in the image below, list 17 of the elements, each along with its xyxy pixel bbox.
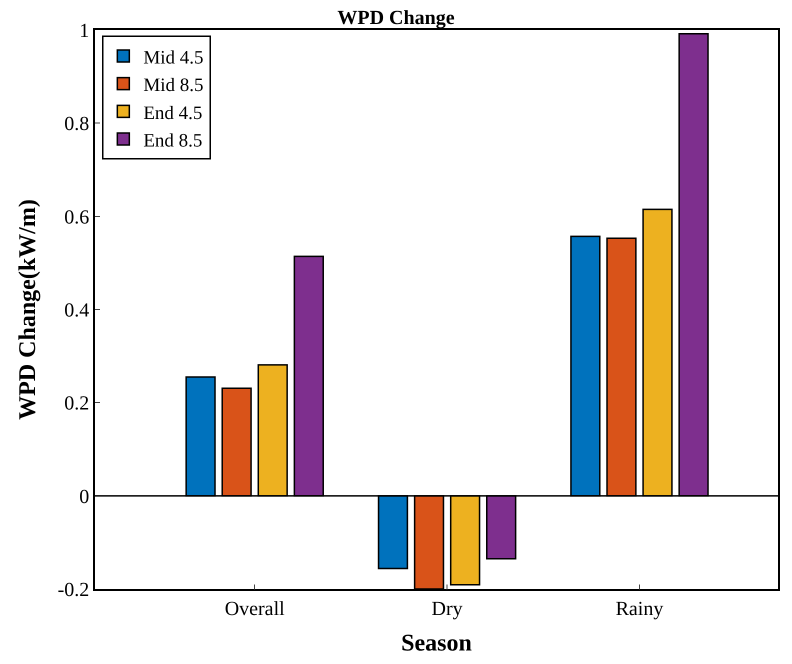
y-tick-label: 0 — [79, 486, 90, 508]
x-axis-title: Season — [401, 630, 472, 657]
legend-label: Mid 4.5 — [143, 47, 204, 68]
legend-label: Mid 8.5 — [143, 75, 204, 96]
x-tick-label: Dry — [432, 598, 463, 620]
y-tick-label: 1 — [79, 20, 90, 42]
y-tick-label: -0.2 — [58, 579, 90, 601]
legend-label: End 8.5 — [143, 130, 202, 152]
chart-title: WPD Change — [337, 6, 455, 29]
y-tick-label: 0.2 — [64, 392, 90, 415]
y-tick-label: 0.4 — [64, 300, 90, 322]
x-tick-label: Overall — [224, 598, 286, 620]
y-tick-label: 0.8 — [64, 113, 90, 136]
y-tick-label: 0.6 — [64, 206, 90, 228]
x-tick-label: Rainy — [616, 598, 664, 620]
legend-label: End 4.5 — [143, 102, 202, 124]
y-axis-title: WPD Change(kW/m) — [15, 199, 42, 420]
